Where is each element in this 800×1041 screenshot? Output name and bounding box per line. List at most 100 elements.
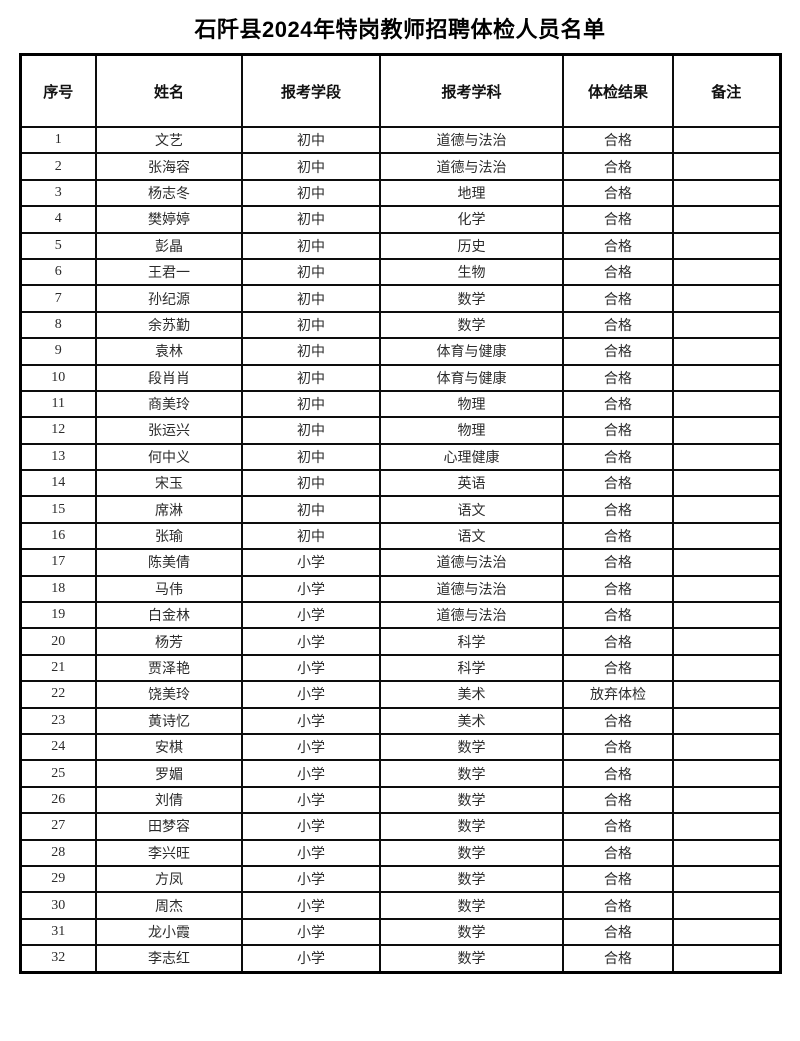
cell-level: 初中 <box>241 125 381 155</box>
cell-name: 李兴旺 <box>95 838 243 867</box>
cell-level: 小学 <box>241 627 381 656</box>
header-cell-subject: 报考学科 <box>379 53 564 128</box>
cell-remark <box>672 706 781 735</box>
cell-subject: 语文 <box>379 495 564 524</box>
cell-result: 合格 <box>562 706 674 735</box>
cell-remark <box>672 521 781 551</box>
cell-level: 初中 <box>241 257 381 287</box>
cell-remark <box>672 759 781 788</box>
cell-remark <box>672 310 781 340</box>
table-row: 29 方凤 小学 数学 合格 <box>19 864 781 894</box>
table-row: 17 陈美倩 小学 道德与法治 合格 <box>19 548 781 577</box>
cell-level: 初中 <box>241 389 381 419</box>
cell-subject: 数学 <box>379 891 564 920</box>
cell-result: 合格 <box>562 337 674 366</box>
cell-remark <box>672 257 781 287</box>
cell-result: 合格 <box>562 759 674 788</box>
cell-subject: 科学 <box>379 653 564 683</box>
table-row: 24 安棋 小学 数学 合格 <box>19 732 781 762</box>
cell-subject: 生物 <box>379 257 564 287</box>
cell-name: 樊婷婷 <box>95 205 243 234</box>
cell-level: 小学 <box>241 812 381 841</box>
cell-name: 何中义 <box>95 442 243 472</box>
cell-remark <box>672 284 781 313</box>
cell-subject: 数学 <box>379 812 564 841</box>
cell-result: 合格 <box>562 812 674 841</box>
cell-name: 贾泽艳 <box>95 653 243 683</box>
cell-level: 初中 <box>241 284 381 313</box>
cell-result: 合格 <box>562 653 674 683</box>
cell-subject: 数学 <box>379 310 564 340</box>
cell-index: 27 <box>19 812 97 841</box>
cell-index: 14 <box>19 469 97 498</box>
cell-name: 安棋 <box>95 732 243 762</box>
cell-subject: 科学 <box>379 627 564 656</box>
cell-index: 23 <box>19 706 97 735</box>
cell-level: 小学 <box>241 785 381 815</box>
table-row: 12 张运兴 初中 物理 合格 <box>19 416 781 445</box>
cell-result: 合格 <box>562 284 674 313</box>
cell-remark <box>672 601 781 630</box>
cell-index: 31 <box>19 917 97 947</box>
header-cell-level: 报考学段 <box>241 53 381 128</box>
table-row: 7 孙纪源 初中 数学 合格 <box>19 284 781 313</box>
cell-subject: 道德与法治 <box>379 548 564 577</box>
cell-index: 24 <box>19 732 97 762</box>
cell-remark <box>672 548 781 577</box>
cell-index: 25 <box>19 759 97 788</box>
cell-index: 11 <box>19 389 97 419</box>
cell-level: 小学 <box>241 680 381 709</box>
cell-level: 初中 <box>241 521 381 551</box>
cell-level: 小学 <box>241 944 381 973</box>
table-row: 18 马伟 小学 道德与法治 合格 <box>19 574 781 604</box>
cell-result: 合格 <box>562 416 674 445</box>
table-row: 22 饶美玲 小学 美术 放弃体检 <box>19 680 781 709</box>
cell-remark <box>672 653 781 683</box>
cell-result: 合格 <box>562 495 674 524</box>
cell-index: 18 <box>19 574 97 604</box>
cell-level: 初中 <box>241 337 381 366</box>
cell-name: 黄诗忆 <box>95 706 243 735</box>
cell-index: 7 <box>19 284 97 313</box>
cell-index: 30 <box>19 891 97 920</box>
cell-name: 段肖肖 <box>95 363 243 392</box>
cell-name: 罗媚 <box>95 759 243 788</box>
cell-remark <box>672 627 781 656</box>
table-row: 32 李志红 小学 数学 合格 <box>19 944 781 973</box>
table-row: 2 张海容 初中 道德与法治 合格 <box>19 152 781 181</box>
cell-remark <box>672 812 781 841</box>
table-row: 11 商美玲 初中 物理 合格 <box>19 389 781 419</box>
cell-subject: 数学 <box>379 944 564 973</box>
cell-level: 小学 <box>241 864 381 894</box>
cell-name: 杨志冬 <box>95 178 243 208</box>
cell-subject: 体育与健康 <box>379 363 564 392</box>
cell-result: 合格 <box>562 548 674 577</box>
cell-index: 12 <box>19 416 97 445</box>
cell-name: 余苏勤 <box>95 310 243 340</box>
table-row: 26 刘倩 小学 数学 合格 <box>19 785 781 815</box>
cell-name: 白金林 <box>95 601 243 630</box>
cell-index: 10 <box>19 363 97 392</box>
cell-subject: 语文 <box>379 521 564 551</box>
cell-level: 小学 <box>241 706 381 735</box>
table-row: 31 龙小霞 小学 数学 合格 <box>19 917 781 947</box>
cell-subject: 数学 <box>379 785 564 815</box>
cell-index: 3 <box>19 178 97 208</box>
cell-index: 32 <box>19 944 97 973</box>
cell-name: 刘倩 <box>95 785 243 815</box>
header-row: 序号 姓名 报考学段 报考学科 体检结果 备注 <box>19 53 781 128</box>
cell-level: 小学 <box>241 917 381 947</box>
cell-index: 15 <box>19 495 97 524</box>
cell-level: 初中 <box>241 178 381 208</box>
cell-result: 合格 <box>562 178 674 208</box>
cell-remark <box>672 864 781 894</box>
cell-subject: 数学 <box>379 732 564 762</box>
cell-result: 合格 <box>562 917 674 947</box>
cell-level: 小学 <box>241 548 381 577</box>
cell-remark <box>672 231 781 260</box>
table-row: 28 李兴旺 小学 数学 合格 <box>19 838 781 867</box>
cell-subject: 道德与法治 <box>379 601 564 630</box>
cell-subject: 道德与法治 <box>379 152 564 181</box>
cell-name: 陈美倩 <box>95 548 243 577</box>
